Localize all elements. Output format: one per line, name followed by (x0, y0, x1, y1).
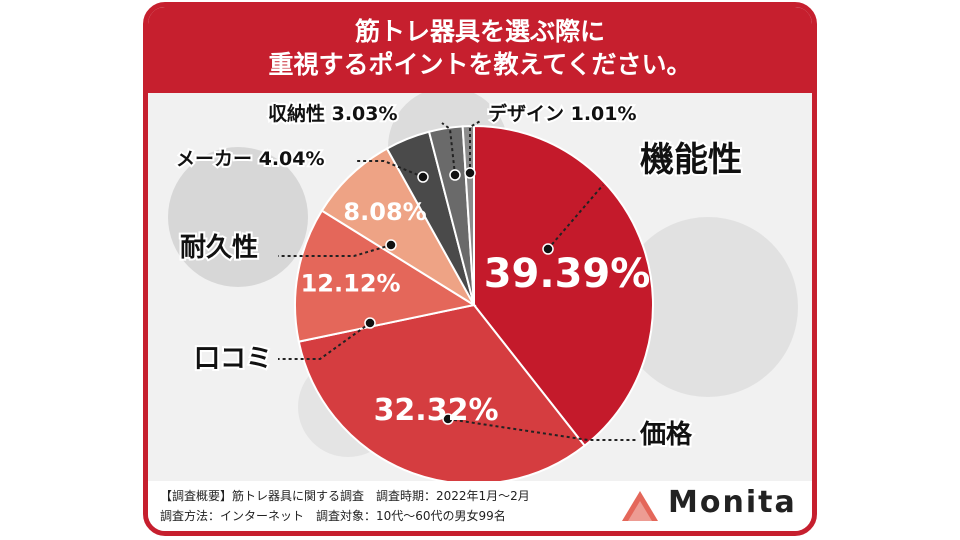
survey-footer: 【調査概要】筋トレ器具に関する調査 調査時期：2022年1月～2月 調査方法：イ… (148, 481, 812, 531)
leader-line-7 (469, 119, 483, 173)
survey-summary-line-2: 調査方法：インターネット 調査対象：10代～60代の男女99名 (160, 509, 506, 523)
slice-category-label-3: 口コミ (194, 344, 272, 374)
pie-slice-3 (294, 209, 477, 343)
infographic-frame: 39.39% 32.32% 12.12% 8.08% 機能性価格 口コミ 耐久性 メーカー 4… (143, 2, 817, 536)
leader-line-5 (356, 160, 424, 178)
leader-dot-1 (542, 243, 554, 255)
survey-summary-line-1: 【調査概要】筋トレ器具に関する調査 調査時期：2022年1月～2月 (160, 489, 530, 503)
leader-dot-2 (442, 413, 454, 425)
brand-logo-text: Monita (668, 485, 797, 520)
slice-category-label-2: 価格 (639, 419, 693, 450)
slice-value-label-4: 8.08% (343, 198, 426, 226)
slice-value-label-2: 32.32% (374, 393, 499, 428)
slice-category-label-5: メーカー 4.04% (176, 148, 325, 170)
slice-category-label-6: 収納性 3.03% (268, 102, 398, 125)
slice-value-label-1: 39.39% (484, 251, 651, 297)
slice-category-label-4: 耐久性 (180, 233, 258, 263)
leader-dot-5 (417, 171, 429, 183)
leader-dot-4 (385, 239, 397, 251)
title-line-2: 重視するポイントを教えてください。 (268, 50, 692, 79)
leader-line-3 (278, 322, 371, 360)
title-line-1: 筋トレ器具を選ぶ際に (354, 17, 605, 46)
pie-slice-2 (297, 303, 587, 485)
slice-category-label-1: 機能性 (640, 140, 742, 180)
leader-line-1 (547, 184, 604, 250)
slice-category-label-7: デザイン 1.01% (488, 102, 637, 125)
slice-value-label-3: 12.12% (301, 270, 401, 298)
title-banner: 筋トレ器具を選ぶ際に 重視するポイントを教えてください。 (148, 7, 812, 93)
pie-slice-1 (473, 124, 654, 448)
leader-dot-7 (464, 167, 476, 179)
leader-line-4 (278, 244, 392, 257)
pie-slice-4 (320, 147, 477, 308)
leader-dot-6 (449, 169, 461, 181)
leader-dot-3 (364, 317, 376, 329)
monita-logo-icon (622, 491, 658, 521)
